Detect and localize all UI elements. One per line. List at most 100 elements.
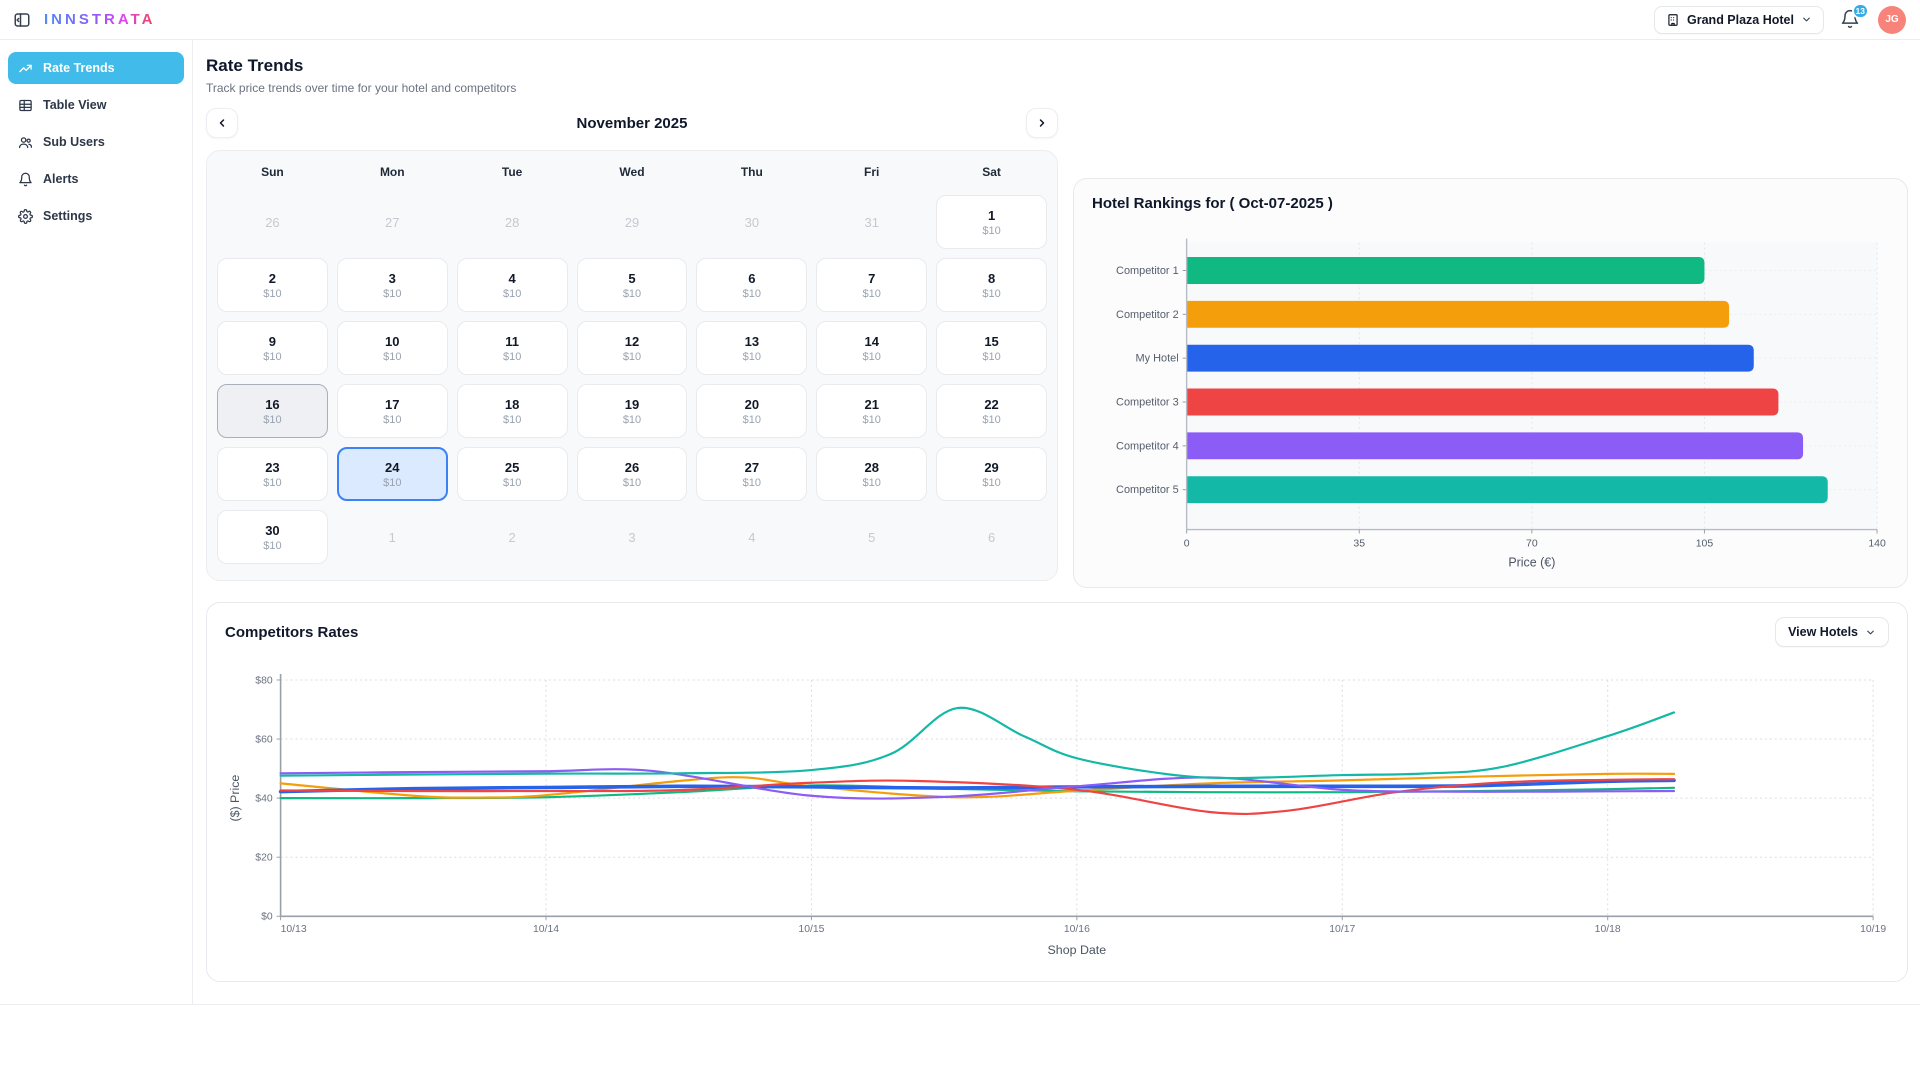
table-icon — [18, 98, 33, 113]
calendar-day-cell[interactable]: 13 $10 — [696, 321, 808, 375]
calendar-day-cell[interactable]: 14 $10 — [816, 321, 928, 375]
calendar-day-cell[interactable]: 5 $10 — [576, 258, 688, 312]
svg-text:10/19: 10/19 — [1860, 924, 1886, 935]
weekday-label: Sat — [982, 165, 1001, 179]
calendar-day-cell[interactable]: 29 $10 — [936, 447, 1047, 501]
gear-icon — [18, 208, 33, 224]
day-number: 4 — [508, 270, 516, 286]
calendar-day-cell[interactable]: 4 $10 — [456, 258, 568, 312]
calendar-day-cell[interactable]: 25 $10 — [456, 447, 568, 501]
day-rate: $10 — [982, 413, 1001, 426]
svg-text:10/15: 10/15 — [798, 924, 824, 935]
day-rate: $10 — [622, 287, 642, 300]
calendar-day-cell: 5 — [816, 510, 927, 564]
calendar-day-cell[interactable]: 22 $10 — [936, 384, 1047, 438]
calendar-day-cell[interactable]: 7 $10 — [816, 258, 928, 312]
calendar-day-cell[interactable]: 6 $10 — [696, 258, 808, 312]
day-number: 26 — [265, 214, 280, 230]
sidebar-item-sub-users[interactable]: Sub Users — [8, 126, 184, 158]
calendar-day-cell[interactable]: 8 $10 — [936, 258, 1047, 312]
day-number: 29 — [624, 214, 640, 230]
day-rate: $10 — [263, 287, 282, 300]
day-rate: $10 — [263, 476, 282, 489]
calendar-day-cell: 29 — [577, 195, 688, 249]
user-avatar[interactable]: JG — [1878, 5, 1906, 34]
svg-text:$40: $40 — [255, 794, 273, 805]
svg-text:70: 70 — [1526, 538, 1538, 549]
hotel-selector-label: Grand Plaza Hotel — [1687, 12, 1794, 27]
day-number: 7 — [868, 270, 876, 286]
day-rate: $10 — [742, 413, 762, 426]
day-rate: $10 — [982, 350, 1001, 363]
calendar-day-cell[interactable]: 23 $10 — [217, 447, 328, 501]
sidebar-toggle-icon[interactable] — [12, 10, 32, 30]
calendar-day-cell[interactable]: 17 $10 — [336, 384, 448, 438]
notifications-button[interactable]: 13 — [1840, 2, 1869, 31]
calendar-day-cell[interactable]: 2 $10 — [217, 258, 328, 312]
calendar-day-cell[interactable]: 18 $10 — [456, 384, 568, 438]
calendar-nav: November 2025 — [206, 108, 1058, 138]
main-content: Rate Trends Track price trends over time… — [193, 40, 1920, 1004]
building-icon — [1666, 13, 1680, 27]
day-number: 19 — [624, 396, 640, 412]
sidebar-item-table-view[interactable]: Table View — [8, 89, 184, 121]
calendar-day-cell[interactable]: 9 $10 — [217, 321, 328, 375]
rankings-bar-chart: Competitor 1 Competitor 2 My Hotel Competit… — [1116, 238, 1886, 569]
competitors-rates-title: Competitors Rates — [225, 623, 359, 641]
svg-text:Competitor 3: Competitor 3 — [1116, 396, 1179, 408]
day-number: 14 — [864, 333, 879, 349]
day-number: 3 — [388, 270, 396, 286]
calendar-day-cell[interactable]: 30 $10 — [217, 510, 328, 564]
calendar-day-cell: 4 — [696, 510, 807, 564]
chevron-down-icon — [1801, 14, 1812, 25]
day-rate: $10 — [263, 539, 282, 552]
svg-text:105: 105 — [1696, 538, 1714, 549]
day-number: 5 — [628, 270, 636, 286]
day-number: 30 — [265, 522, 280, 538]
day-number: 20 — [744, 396, 760, 412]
sidebar-item-rate-trends[interactable]: Rate Trends — [8, 52, 184, 84]
calendar-day-cell[interactable]: 27 $10 — [696, 447, 808, 501]
calendar-next-button[interactable] — [1026, 108, 1058, 138]
calendar-day-cell[interactable]: 26 $10 — [576, 447, 688, 501]
day-rate: $10 — [263, 413, 282, 426]
hotel-selector-dropdown[interactable]: Grand Plaza Hotel — [1654, 5, 1824, 34]
day-rate: $10 — [502, 476, 522, 489]
svg-text:($) Price: ($) Price — [228, 775, 242, 822]
calendar-day-cell[interactable]: 3 $10 — [336, 258, 448, 312]
notification-count-badge: 13 — [1851, 2, 1869, 19]
calendar-day-cell[interactable]: 19 $10 — [576, 384, 688, 438]
day-number: 27 — [385, 214, 400, 230]
sidebar-item-label: Settings — [43, 209, 93, 223]
svg-text:0: 0 — [1184, 538, 1190, 549]
day-number: 30 — [744, 214, 760, 230]
calendar-prev-button[interactable] — [206, 108, 238, 138]
calendar-day-cell[interactable]: 24 $10 — [336, 447, 448, 501]
calendar-day-cell[interactable]: 20 $10 — [696, 384, 808, 438]
calendar-day-cell[interactable]: 21 $10 — [816, 384, 928, 438]
calendar-day-cell[interactable]: 10 $10 — [336, 321, 448, 375]
day-number: 2 — [268, 270, 277, 286]
sidebar-item-alerts[interactable]: Alerts — [8, 163, 184, 195]
day-rate: $10 — [502, 413, 522, 426]
sidebar-item-settings[interactable]: Settings — [8, 200, 184, 232]
calendar-day-cell[interactable]: 15 $10 — [936, 321, 1047, 375]
calendar-day-cell[interactable]: 1 $10 — [936, 195, 1047, 249]
calendar-day-cell[interactable]: 12 $10 — [576, 321, 688, 375]
day-rate: $10 — [862, 287, 881, 300]
calendar-day-cell[interactable]: 11 $10 — [456, 321, 568, 375]
svg-text:10/17: 10/17 — [1329, 924, 1355, 935]
calendar-day-cell[interactable]: 16 $10 — [217, 384, 328, 438]
day-rate: $10 — [502, 350, 522, 363]
calendar-day-cell: 30 — [696, 195, 807, 249]
trending-up-icon — [18, 61, 33, 76]
sidebar: Rate Trends Table View Sub Users Alerts Sett… — [0, 40, 193, 1004]
calendar-day-cell[interactable]: 28 $10 — [816, 447, 928, 501]
weekday-label: Fri — [864, 165, 880, 179]
rate-calendar: Sun Mon Tue Wed Thu Fri Sat 26 27 28 29 30 31 1 $10 2 $1… — [206, 150, 1058, 581]
day-number: 6 — [987, 529, 996, 545]
svg-text:$60: $60 — [255, 735, 273, 746]
view-hotels-dropdown[interactable]: View Hotels — [1775, 617, 1889, 647]
chevron-down-icon — [1865, 627, 1876, 638]
calendar-day-cell: 1 — [337, 510, 448, 564]
